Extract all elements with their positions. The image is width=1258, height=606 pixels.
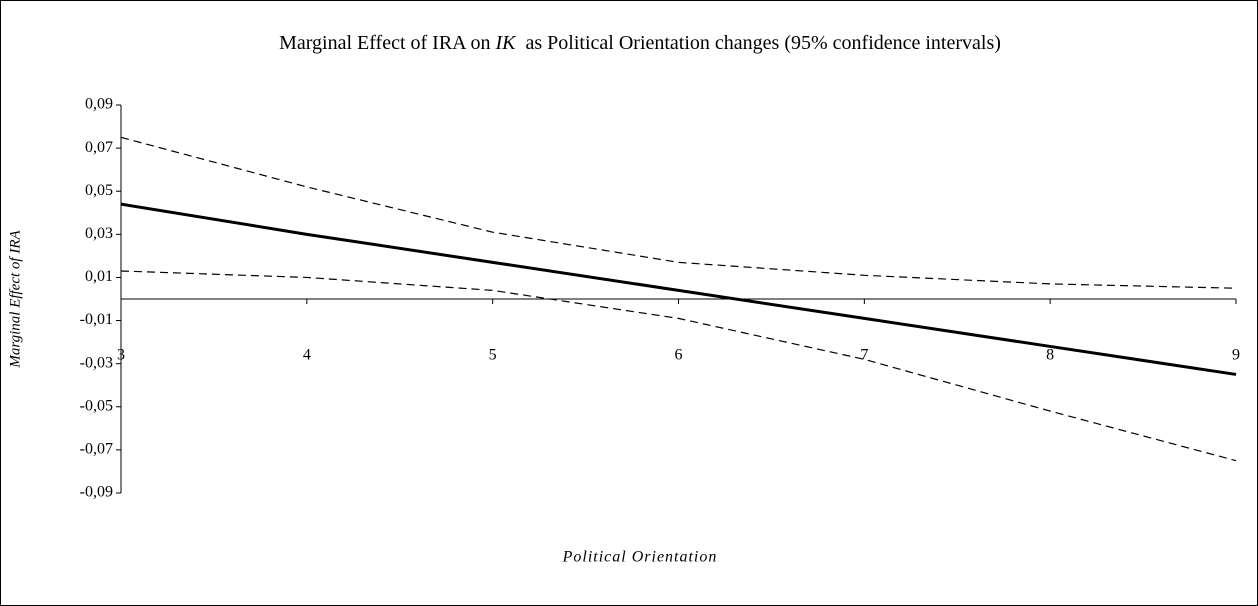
x-tick-label: 8 [1046, 347, 1054, 364]
y-tick-label: -0,01 [80, 311, 113, 328]
y-tick-label: 0,05 [85, 182, 113, 199]
y-tick-label: -0,09 [80, 484, 113, 501]
line [120, 270, 1237, 462]
title-part: IK [495, 32, 518, 54]
y-axis-label: Marginal Effect of IRA [7, 230, 23, 369]
title-part: as Political Orientation changes (95% co… [516, 32, 1001, 54]
x-tick-label: 3 [117, 347, 125, 364]
y-tick-label: -0,03 [80, 354, 113, 371]
y-tick-label: -0,07 [80, 441, 113, 458]
x-tick-label: 9 [1232, 347, 1240, 364]
y-tick-label: 0,09 [85, 96, 113, 113]
title-part: Marginal Effect of IRA on [279, 32, 495, 54]
line [120, 202, 1237, 376]
x-tick-label: 5 [489, 347, 497, 364]
y-tick-label: 0,03 [85, 225, 113, 242]
x-axis-label: Political Orientation [562, 549, 718, 566]
y-tick-label: -0,05 [80, 397, 113, 414]
chart-title: Marginal Effect of IRA on IK as Politica… [279, 32, 1001, 54]
x-tick-label: 6 [675, 347, 683, 364]
y-tick-label: 0,07 [85, 139, 113, 156]
x-tick-label: 4 [303, 347, 311, 364]
y-tick-label: 0,01 [85, 268, 113, 285]
x-tick-label: 7 [860, 347, 868, 364]
